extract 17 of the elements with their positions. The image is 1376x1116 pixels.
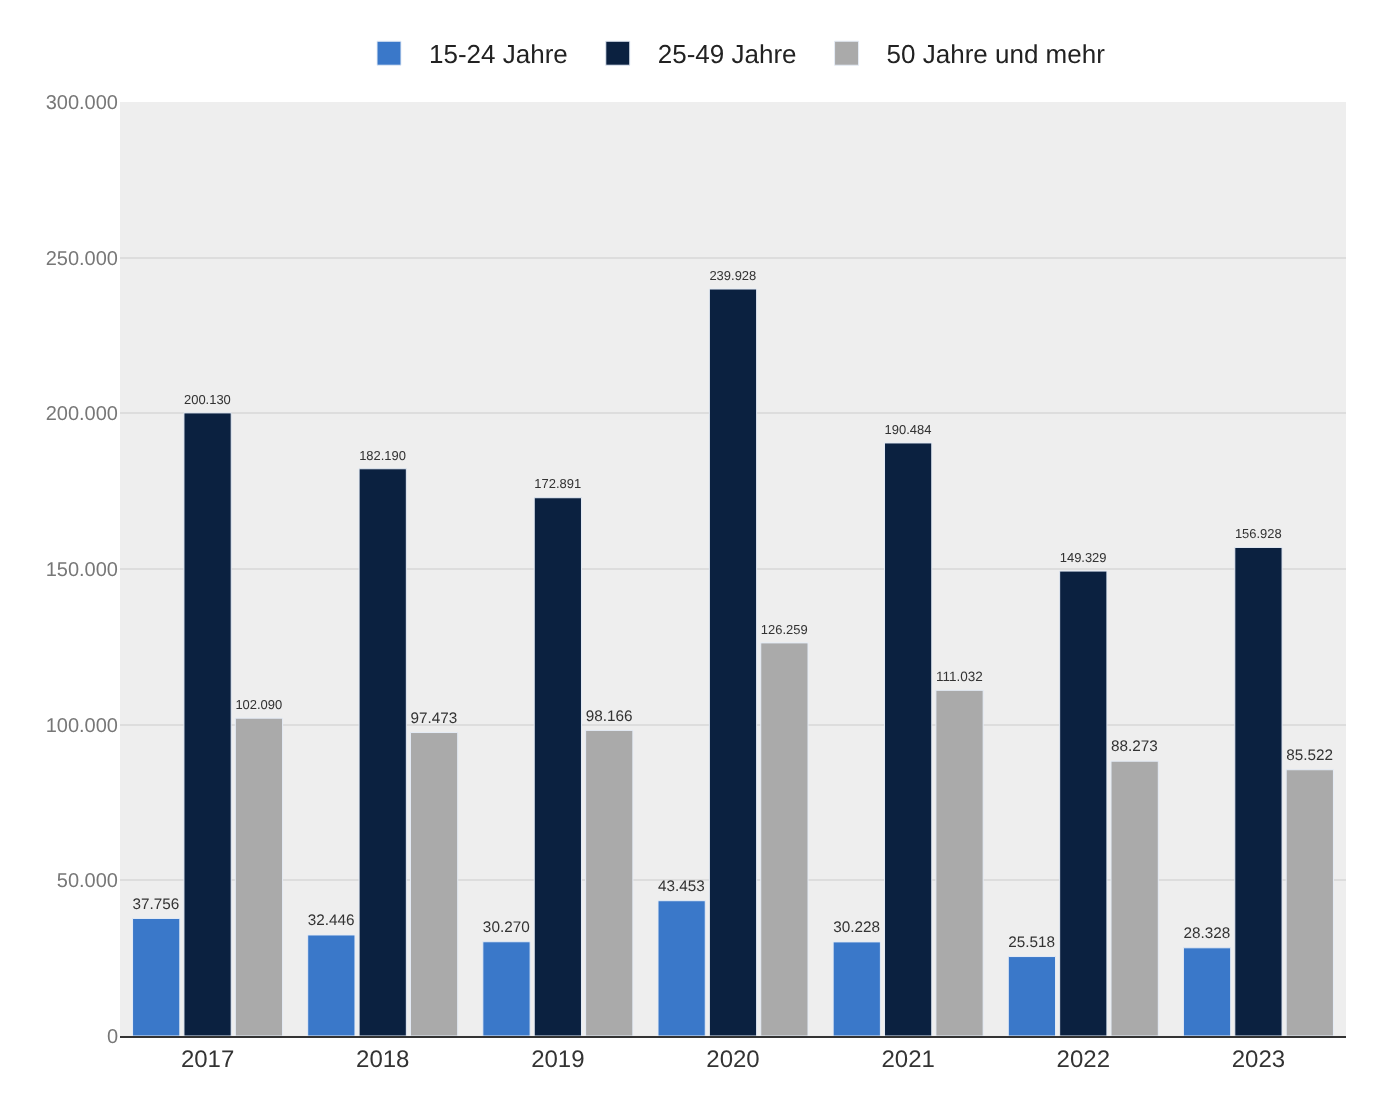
y-tick-label: 0 xyxy=(106,1027,119,1049)
x-tick-label: 2018 xyxy=(356,1044,411,1073)
legend-label: 15-24 Jahre xyxy=(429,39,568,70)
x-tick-label: 2020 xyxy=(706,1044,761,1073)
y-tick-label: 200.000 xyxy=(45,404,119,427)
y-tick-label: 50.000 xyxy=(56,871,119,894)
x-tick-label: 2022 xyxy=(1056,1044,1111,1073)
y-tick-label: 250.000 xyxy=(45,248,119,271)
y-tick-label: 100.000 xyxy=(45,715,119,738)
x-tick-label: 2019 xyxy=(531,1044,586,1073)
x-tick-label: 2021 xyxy=(881,1044,936,1073)
x-tick-label: 2023 xyxy=(1231,1044,1286,1073)
legend-label: 25-49 Jahre xyxy=(657,39,797,70)
y-tick-label: 300.000 xyxy=(45,93,119,115)
y-tick-label: 150.000 xyxy=(45,560,119,582)
x-tick-label: 2017 xyxy=(180,1044,235,1073)
legend-label: 50 Jahre und mehr xyxy=(886,39,1107,70)
